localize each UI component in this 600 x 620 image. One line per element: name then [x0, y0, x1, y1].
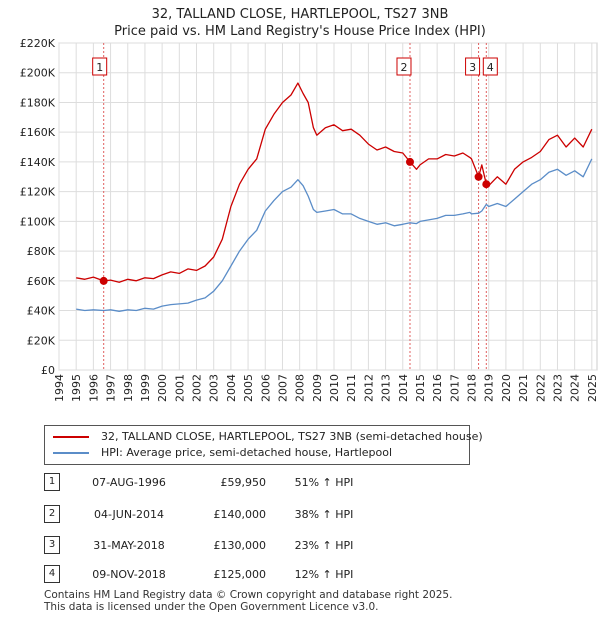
legend-swatch-hpi: [53, 452, 89, 454]
x-tick-label: 2016: [431, 374, 444, 402]
sale-label-box: [396, 57, 412, 76]
sale-point: [99, 276, 108, 285]
sale-point: [474, 172, 483, 181]
x-tick-label: 1996: [87, 374, 100, 402]
y-tick-label: £200K: [20, 67, 56, 80]
transaction-date: 31-MAY-2018: [93, 539, 165, 552]
title-line-1: 32, TALLAND CLOSE, HARTLEPOOL, TS27 3NB: [151, 7, 449, 22]
sale-label-text: 1: [96, 61, 103, 74]
transaction-hpi: 23% ↑ HPI: [294, 539, 354, 552]
x-tick-label: 2003: [208, 374, 221, 402]
sale-label-box: [92, 57, 108, 76]
sale-label-text: 4: [487, 61, 494, 74]
price-chart: £0 £20K £40K £60K £80K £100K £120K £140K £160K £1…: [20, 37, 599, 402]
footer: Contains HM Land Registry data © Crown c…: [44, 589, 452, 613]
x-tick-label: 2000: [156, 374, 169, 402]
x-tick-label: 2017: [448, 374, 461, 402]
transaction-number: 1: [44, 473, 60, 491]
x-tick-label: 1995: [70, 374, 83, 402]
x-tick-label: 2006: [259, 374, 272, 402]
transaction-number: 3: [44, 536, 60, 554]
x-tick-label: 1994: [53, 374, 66, 402]
footer-line-2: This data is licensed under the Open Gov…: [44, 601, 379, 613]
footer-line-1: Contains HM Land Registry data © Crown c…: [44, 589, 453, 601]
x-tick-label: 2001: [173, 374, 186, 402]
transaction-hpi: 38% ↑ HPI: [294, 508, 354, 521]
transaction-date: 09-NOV-2018: [92, 568, 166, 581]
grid: [58, 42, 598, 371]
x-tick-label: 1998: [122, 374, 135, 402]
x-tick-label: 2007: [276, 374, 289, 402]
x-tick-label: 1999: [139, 374, 152, 402]
sale-label: 2: [396, 57, 412, 76]
transaction-price: £59,950: [220, 476, 267, 489]
transaction-number: 2: [44, 505, 60, 523]
y-tick-label: £80K: [27, 245, 56, 258]
plot-area: [58, 42, 598, 371]
transaction-price: £130,000: [213, 539, 267, 552]
legend-swatch-property: [53, 436, 89, 438]
x-tick-label: 2024: [569, 374, 582, 402]
legend-label-hpi: HPI: Average price, semi-detached house,…: [101, 446, 393, 459]
x-tick-label: 2002: [191, 374, 204, 402]
sale-label-text: 2: [400, 61, 407, 74]
x-tick-label: 2021: [517, 374, 530, 402]
y-tick-label: £140K: [20, 156, 56, 169]
y-tick-label: £100K: [20, 215, 56, 228]
transaction-number: 4: [44, 565, 60, 583]
y-tick-label: £220K: [20, 37, 56, 50]
transaction-date: 04-JUN-2014: [93, 508, 165, 521]
y-tick-label: £40K: [27, 305, 56, 318]
x-tick-label: 1997: [105, 374, 118, 402]
chart-title: 32, TALLAND CLOSE, HARTLEPOOL, TS27 3NB …: [0, 6, 600, 40]
y-tick-label: £0: [41, 364, 55, 377]
x-tick-label: 2022: [534, 374, 547, 402]
x-tick-label: 2010: [328, 374, 341, 402]
x-tick-label: 2025: [586, 374, 599, 402]
y-tick-label: £20K: [27, 334, 56, 347]
transaction-hpi: 12% ↑ HPI: [294, 568, 354, 581]
transaction-price: £125,000: [213, 568, 267, 581]
x-tick-label: 2023: [551, 374, 564, 402]
x-tick-label: 2004: [225, 374, 238, 402]
y-tick-label: £160K: [20, 126, 56, 139]
sale-label-text: 3: [469, 61, 476, 74]
x-tick-label: 2011: [345, 374, 358, 402]
transaction-date: 07-AUG-1996: [92, 476, 166, 489]
series: [76, 82, 593, 312]
sale-point: [405, 157, 414, 166]
x-tick-label: 2005: [242, 374, 255, 402]
x-tick-label: 2013: [380, 374, 393, 402]
x-tick-label: 2009: [311, 374, 324, 402]
transaction-hpi: 51% ↑ HPI: [294, 476, 354, 489]
sale-label: 4: [482, 57, 498, 76]
sale-label: 1: [92, 57, 108, 76]
sale-label-box: [465, 57, 481, 76]
x-tick-label: 2019: [483, 374, 496, 402]
x-tick-label: 2015: [414, 374, 427, 402]
x-tick-label: 2008: [294, 374, 307, 402]
transaction-price: £140,000: [213, 508, 267, 521]
sale-point: [482, 180, 491, 189]
x-tick-label: 2020: [500, 374, 513, 402]
sale-label: 3: [465, 57, 481, 76]
sale-label-box: [482, 57, 498, 76]
axes: £0 £20K £40K £60K £80K £100K £120K £140K £160K £1…: [20, 37, 599, 402]
property-price-line: [76, 82, 593, 283]
y-tick-label: £180K: [20, 96, 56, 109]
legend: 32, TALLAND CLOSE, HARTLEPOOL, TS27 3NB …: [44, 425, 483, 465]
x-tick-label: 2014: [397, 374, 410, 402]
legend-label-property: 32, TALLAND CLOSE, HARTLEPOOL, TS27 3NB …: [101, 430, 483, 443]
y-tick-label: £120K: [20, 186, 56, 199]
hpi-line: [76, 158, 593, 312]
title-line-2: Price paid vs. HM Land Registry's House …: [114, 24, 486, 39]
y-tick-label: £60K: [27, 275, 56, 288]
x-tick-label: 2012: [362, 374, 375, 402]
x-tick-label: 2018: [466, 374, 479, 402]
